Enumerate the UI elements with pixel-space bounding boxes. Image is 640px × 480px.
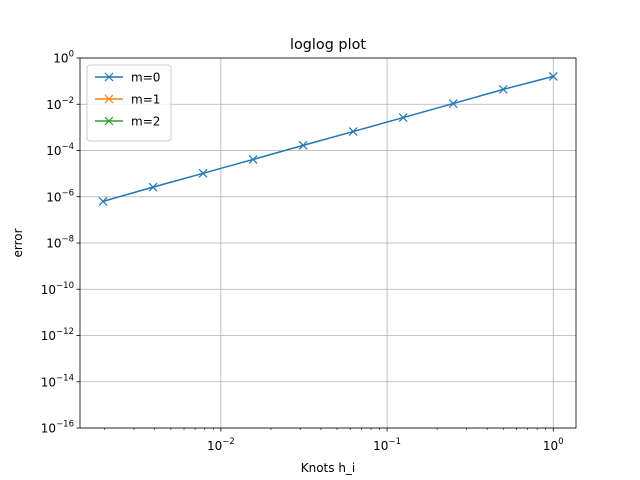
legend-marker-1 [104, 94, 114, 104]
data-point [98, 196, 108, 206]
data-point [298, 140, 308, 150]
data-point [498, 84, 508, 94]
legend: m=0 m=1 m=2 [86, 64, 172, 142]
y-tick-label-base: 10 [46, 144, 61, 158]
data-point [398, 113, 408, 123]
x-tick-label-exponent: 0 [558, 437, 563, 447]
y-tick-label: 10−6 [46, 188, 74, 204]
x-tick-label-exponent: −2 [222, 437, 235, 447]
y-tick-label: 10−12 [41, 327, 74, 343]
x-tick-label-exponent: −1 [388, 437, 401, 447]
grid-lines [80, 57, 576, 429]
legend-label-0: m=0 [131, 71, 160, 85]
x-tick-label-base: 10 [373, 439, 388, 453]
y-tick-label: 10−4 [46, 142, 74, 158]
data-point [448, 99, 458, 108]
data-point [348, 127, 358, 136]
y-tick-label-base: 10 [53, 52, 68, 66]
y-tick-label-exponent: −10 [56, 281, 74, 291]
y-tick-label-base: 10 [46, 190, 61, 204]
x-axis-ticks: 10−2 10−1 100 [104, 428, 564, 453]
legend-marker-2 [104, 116, 114, 126]
y-tick-label-exponent: −8 [61, 235, 74, 245]
data-point [198, 168, 208, 178]
x-tick-label: 10−2 [207, 437, 235, 453]
y-tick-label: 10−14 [41, 373, 74, 389]
x-tick-label-base: 10 [543, 439, 558, 453]
y-tick-label-base: 10 [41, 283, 56, 297]
y-tick-label-base: 10 [41, 422, 56, 436]
y-tick-label: 10−2 [46, 96, 74, 112]
x-tick-label: 10−1 [373, 437, 401, 453]
legend-marker-0 [104, 72, 114, 82]
x-axis-label: Knots h_i [301, 461, 356, 475]
y-axis-label: error [11, 228, 25, 257]
y-tick-label-exponent: −12 [56, 327, 74, 337]
data-point [248, 155, 258, 164]
y-tick-label-exponent: −2 [61, 96, 74, 106]
x-tick-label: 100 [543, 437, 564, 453]
y-tick-label-exponent: 0 [69, 50, 74, 60]
y-tick-label-exponent: −16 [56, 420, 74, 430]
y-tick-label-base: 10 [46, 98, 61, 112]
y-tick-label-exponent: −14 [56, 373, 74, 383]
y-tick-label: 10−8 [46, 235, 74, 251]
y-tick-label: 10−16 [41, 420, 74, 436]
data-point [548, 71, 558, 81]
y-tick-label-base: 10 [41, 375, 56, 389]
series-layer [98, 71, 558, 206]
data-point [148, 182, 158, 192]
x-tick-label-base: 10 [207, 439, 222, 453]
y-tick-label-exponent: −6 [61, 188, 74, 198]
y-tick-label-base: 10 [41, 329, 56, 343]
y-tick-label: 10−10 [41, 281, 74, 297]
series-line-0 [102, 75, 554, 203]
y-tick-label-exponent: −4 [61, 142, 74, 152]
y-tick-label: 100 [53, 50, 74, 66]
chart-title: loglog plot [290, 37, 366, 53]
y-tick-label-base: 10 [46, 237, 61, 251]
legend-label-1: m=1 [131, 93, 160, 107]
legend-label-2: m=2 [131, 115, 160, 129]
